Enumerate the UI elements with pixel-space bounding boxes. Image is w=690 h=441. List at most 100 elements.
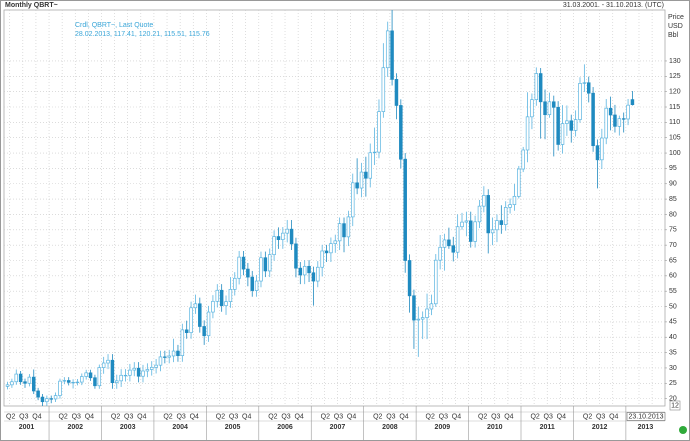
candle-body: [53, 395, 58, 400]
candle-body: [420, 317, 425, 320]
corner-label: 12: [671, 402, 679, 409]
candle-body: [45, 398, 49, 403]
year-label: 2012: [592, 424, 608, 431]
candle-body: [246, 268, 250, 278]
candle-body: [351, 182, 355, 218]
legend-line: Crdl, QBRT~, Last Quote: [75, 22, 153, 29]
year-label: 2005: [225, 424, 241, 431]
x-tick-label: Q4: [347, 413, 356, 420]
y-tick-label: 45: [669, 319, 677, 326]
candle-body: [503, 207, 508, 225]
candle-body: [385, 30, 390, 69]
candle-body: [193, 303, 198, 309]
candle-body: [468, 220, 473, 242]
candle-body: [390, 30, 394, 80]
axis-label: Bbl: [668, 32, 679, 39]
candle-body: [180, 329, 185, 357]
candle-body: [27, 376, 32, 384]
x-tick-label: Q3: [544, 413, 553, 420]
candle-body: [263, 257, 268, 272]
candle-body: [10, 381, 14, 386]
y-tick-label: 75: [669, 227, 677, 234]
candle-body: [5, 384, 10, 387]
year-label: 2009: [435, 424, 451, 431]
candle-body: [184, 329, 189, 333]
candle-body: [281, 232, 285, 240]
candle-body: [495, 220, 499, 231]
candle-body: [149, 366, 154, 370]
year-label: 2004: [172, 424, 188, 431]
candle-body: [215, 289, 220, 302]
year-label: 2011: [540, 424, 555, 431]
candle-body: [36, 390, 40, 398]
x-tick-label: Q2: [426, 413, 435, 420]
candle-body: [412, 295, 416, 321]
candle-body: [154, 364, 158, 368]
x-tick-label: Q4: [294, 413, 303, 420]
candle-body: [49, 398, 53, 400]
candle-body: [272, 236, 276, 256]
candle-body: [429, 303, 434, 310]
year-label: 2006: [277, 424, 293, 431]
candle-body: [18, 373, 23, 383]
candle-body: [565, 120, 569, 124]
candle-body: [254, 280, 259, 291]
y-tick-label: 100: [669, 150, 681, 157]
x-tick-label: Q2: [216, 413, 225, 420]
candle-body: [416, 318, 421, 321]
candle-body: [167, 355, 171, 358]
candle-body: [613, 114, 617, 127]
legend-line: 28.02.2013, 117.41, 120.21, 115.51, 115.…: [75, 31, 210, 38]
candle-body: [473, 221, 477, 242]
candle-body: [556, 106, 560, 145]
y-tick-label: 55: [669, 288, 677, 295]
candle-body: [119, 374, 123, 382]
y-tick-label: 115: [669, 104, 680, 111]
year-label: 2013: [638, 424, 654, 431]
cursor-box: [626, 412, 666, 421]
candle-body: [569, 120, 574, 131]
candle-body: [115, 380, 119, 384]
x-tick-label: Q3: [72, 413, 81, 420]
y-tick-label: 40: [669, 334, 677, 341]
x-tick-label: Q2: [373, 413, 382, 420]
y-tick-label: 130: [669, 58, 681, 65]
y-tick-label: 20: [669, 395, 677, 402]
y-tick-label: 90: [669, 181, 677, 188]
x-tick-label: Q2: [268, 413, 277, 420]
candle-body: [128, 369, 132, 376]
candle-body: [101, 362, 106, 368]
candle-body: [289, 228, 294, 245]
candle-body: [403, 158, 407, 261]
candle-body: [163, 356, 167, 358]
candle-body: [368, 152, 372, 179]
candle-body: [394, 79, 399, 106]
candle-body: [447, 239, 451, 247]
candle-body: [23, 381, 27, 384]
y-tick-label: 85: [669, 196, 677, 203]
candle-body: [324, 250, 329, 254]
candle-body: [346, 216, 351, 238]
x-tick-label: Q3: [386, 413, 395, 420]
candle-body: [521, 149, 525, 170]
y-tick-label: 60: [669, 273, 677, 280]
candle-body: [250, 276, 254, 291]
candle-body: [482, 195, 486, 207]
y-tick-label: 110: [669, 119, 680, 126]
candle-body: [97, 367, 102, 387]
candle-body: [62, 380, 67, 382]
candle-body: [285, 228, 289, 234]
candle-body: [233, 277, 237, 290]
x-tick-label: Q3: [281, 413, 290, 420]
x-tick-label: Q2: [163, 413, 172, 420]
candle-body: [66, 380, 71, 383]
candle-body: [337, 223, 342, 242]
candle-body: [455, 226, 460, 253]
y-tick-label: 80: [669, 211, 677, 218]
y-tick-label: 30: [669, 365, 677, 372]
candle-body: [573, 119, 578, 131]
year-label: 2008: [382, 424, 398, 431]
y-tick-label: 35: [669, 349, 677, 356]
candle-body: [595, 145, 600, 161]
